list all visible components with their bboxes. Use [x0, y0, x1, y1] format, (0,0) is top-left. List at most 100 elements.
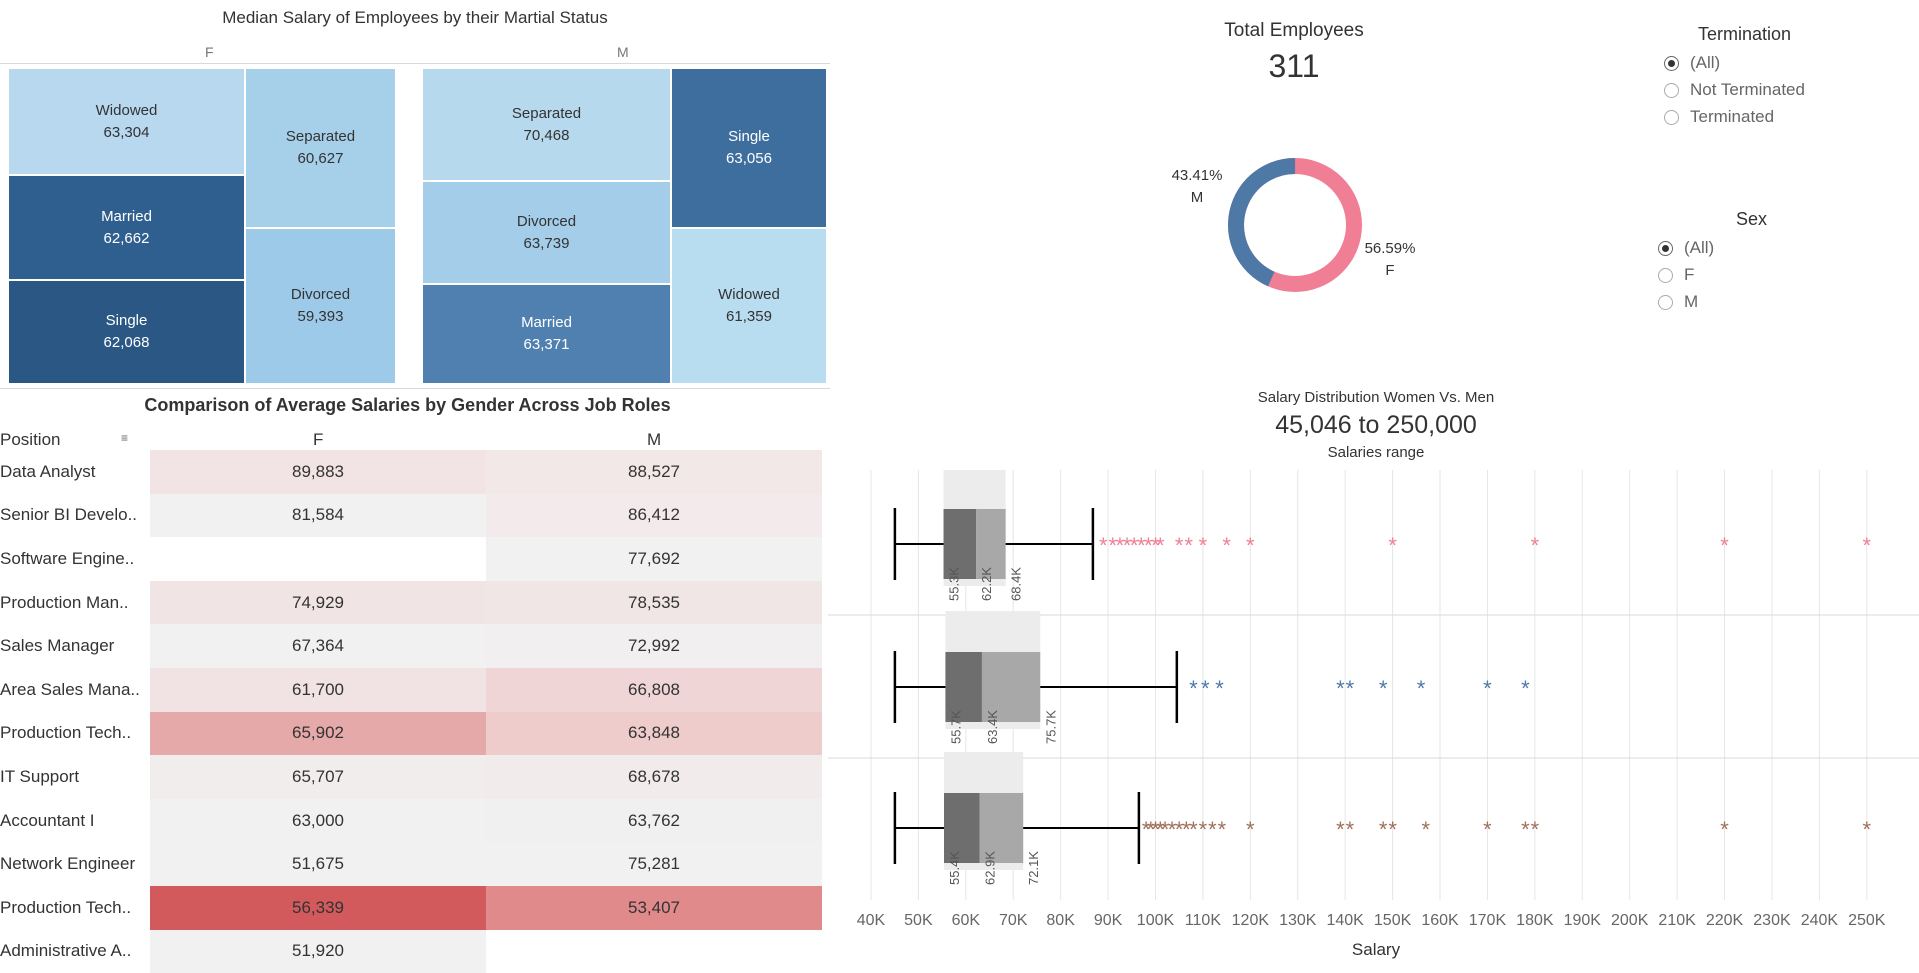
outlier-point: * [1099, 533, 1108, 558]
treemap-cell-male-separated[interactable]: Separated 70,468 [422, 68, 671, 181]
salary-cell-m[interactable]: 53,407 [486, 886, 822, 930]
table-row[interactable]: Accountant I 63,000 63,762 [0, 798, 822, 843]
salary-cell-f[interactable]: 61,700 [150, 668, 486, 712]
cell-value: 60,627 [297, 150, 344, 167]
position-cell: Software Engine.. [0, 548, 135, 568]
termination-option-all[interactable]: (All) [1664, 53, 1720, 73]
treemap-facet-female: F [205, 44, 214, 60]
salary-cell-m[interactable] [486, 929, 822, 973]
salary-cell-m[interactable]: 72,992 [486, 624, 822, 668]
treemap-cell-male-widowed[interactable]: Widowed 61,359 [671, 228, 827, 384]
cell-value: 61,359 [726, 308, 772, 325]
table-title: Comparison of Average Salaries by Gender… [144, 395, 671, 415]
table-row[interactable]: Area Sales Mana.. 61,700 66,808 [0, 668, 822, 712]
outlier-point: * [1175, 817, 1184, 842]
table-row[interactable]: IT Support 65,707 68,678 [0, 755, 822, 799]
outlier-point: * [1146, 817, 1155, 842]
radio-unchecked-icon[interactable] [1658, 267, 1673, 283]
sort-icon[interactable]: ≡ [121, 431, 129, 445]
radio-checked-icon[interactable] [1658, 240, 1673, 256]
table-row[interactable]: Data Analyst 89,883 88,527 [0, 450, 822, 494]
salary-boxplot[interactable]: 55.3K 62.2K 68.4K* ******** * * * * * * * * *55.7K 63… [828, 470, 1919, 971]
table-row[interactable]: Software Engine.. 77,692 [0, 537, 822, 581]
radio-unchecked-icon[interactable] [1664, 109, 1679, 125]
salary-cell-f[interactable]: 63,000 [150, 798, 486, 843]
x-tick-label: 100K [1137, 912, 1175, 929]
treemap-cell-male-married[interactable]: Married 63,371 [422, 284, 671, 384]
salary-cell-m[interactable]: 88,527 [486, 450, 822, 494]
outlier-point: * [1483, 817, 1492, 842]
outlier-point: * [1388, 533, 1397, 558]
salary-cell-m[interactable]: 86,412 [486, 493, 822, 538]
treemap-cell-female-divorced[interactable]: Divorced 59,393 [245, 228, 396, 384]
x-tick-label: 160K [1421, 912, 1459, 929]
box-lower [943, 793, 980, 863]
radio-label: Terminated [1690, 107, 1775, 126]
treemap-cell-male-divorced[interactable]: Divorced 63,739 [422, 181, 671, 284]
gender-donut[interactable] [1220, 150, 1370, 300]
salary-cell-f[interactable]: 67,364 [150, 624, 486, 668]
table-row[interactable]: Production Tech.. 65,902 63,848 [0, 711, 822, 756]
outlier-point: * [1531, 533, 1540, 558]
sex-filter-title: Sex [1736, 209, 1768, 229]
salary-cell-f[interactable]: 56,339 [150, 886, 486, 930]
salary-cell-f[interactable]: 89,883 [150, 450, 486, 494]
cell-value: 62,068 [103, 334, 150, 351]
table-row[interactable]: Senior BI Develo.. 81,584 86,412 [0, 493, 822, 538]
salary-cell-m[interactable]: 78,535 [486, 580, 822, 625]
salary-cell-f[interactable] [150, 537, 486, 581]
termination-option-not-terminated[interactable]: Not Terminated [1664, 80, 1805, 100]
salary-cell-m[interactable]: 66,808 [486, 668, 822, 712]
salary-cell-m[interactable]: 75,281 [486, 842, 822, 886]
table-header-m[interactable]: M [647, 430, 662, 449]
salary-cell-f[interactable]: 74,929 [150, 580, 486, 625]
outlier-point: * [1346, 817, 1355, 842]
treemap-cell-female-widowed[interactable]: Widowed 63,304 [8, 68, 245, 175]
sex-option-all[interactable]: (All) [1658, 238, 1714, 258]
sex-option-m[interactable]: M [1658, 292, 1698, 312]
table-header-position[interactable]: Position [0, 430, 60, 450]
salary-cell-f[interactable]: 51,675 [150, 842, 486, 886]
header-label: Position [0, 430, 61, 449]
x-tick-label: 40K [857, 912, 886, 929]
table-row[interactable]: Production Man.. 74,929 78,535 [0, 580, 822, 625]
outlier-point: * [1863, 533, 1872, 558]
table-row[interactable]: Production Tech.. 56,339 53,407 [0, 886, 822, 930]
outlier-point: * [1137, 533, 1146, 558]
quartile-label-q3: 72.1K [1026, 851, 1041, 885]
table-header-f[interactable]: F [313, 430, 324, 449]
outlier-point: * [1720, 817, 1729, 842]
table-row[interactable]: Network Engineer 51,675 75,281 [0, 842, 822, 886]
radio-unchecked-icon[interactable] [1658, 294, 1673, 310]
salary-cell-m[interactable]: 77,692 [486, 537, 822, 581]
sex-option-f[interactable]: F [1658, 265, 1694, 285]
salary-cell-f[interactable]: 51,920 [150, 929, 486, 973]
treemap-cell-female-separated[interactable]: Separated 60,627 [245, 68, 396, 228]
treemap-cell-male-single[interactable]: Single 63,056 [671, 68, 827, 228]
donut-male-arc[interactable] [1220, 150, 1370, 300]
salary-cell-f[interactable]: 65,707 [150, 755, 486, 799]
boxplot-range: 45,046 to 250,000 [1275, 411, 1477, 439]
outlier-point: * [1346, 676, 1355, 701]
outlier-point: * [1109, 533, 1118, 558]
outlier-point: * [1130, 533, 1139, 558]
treemap-cell-female-married[interactable]: Married 62,662 [8, 175, 245, 280]
termination-option-terminated[interactable]: Terminated [1664, 107, 1774, 127]
salary-cell-f[interactable]: 65,902 [150, 711, 486, 756]
table-row[interactable]: Administrative A.. 51,920 [0, 929, 822, 973]
outlier-point: * [1336, 676, 1345, 701]
treemap-cell-female-single[interactable]: Single 62,068 [8, 280, 245, 384]
cell-status: Single [728, 128, 770, 145]
salary-cell-m[interactable]: 63,762 [486, 798, 822, 843]
treemap-female: Widowed 63,304 Married 62,662 Single 62,… [8, 68, 396, 384]
radio-checked-icon[interactable] [1664, 55, 1679, 71]
salary-cell-m[interactable]: 68,678 [486, 755, 822, 799]
salary-cell-m[interactable]: 63,848 [486, 711, 822, 756]
position-cell: IT Support [0, 766, 80, 786]
position-cell: Production Man.. [0, 592, 129, 612]
outlier-point: * [1388, 817, 1397, 842]
radio-unchecked-icon[interactable] [1664, 82, 1679, 98]
salary-cell-f[interactable]: 81,584 [150, 493, 486, 538]
table-row[interactable]: Sales Manager 67,364 72,992 [0, 624, 822, 668]
total-employees-title: Total Employees [1224, 20, 1364, 41]
